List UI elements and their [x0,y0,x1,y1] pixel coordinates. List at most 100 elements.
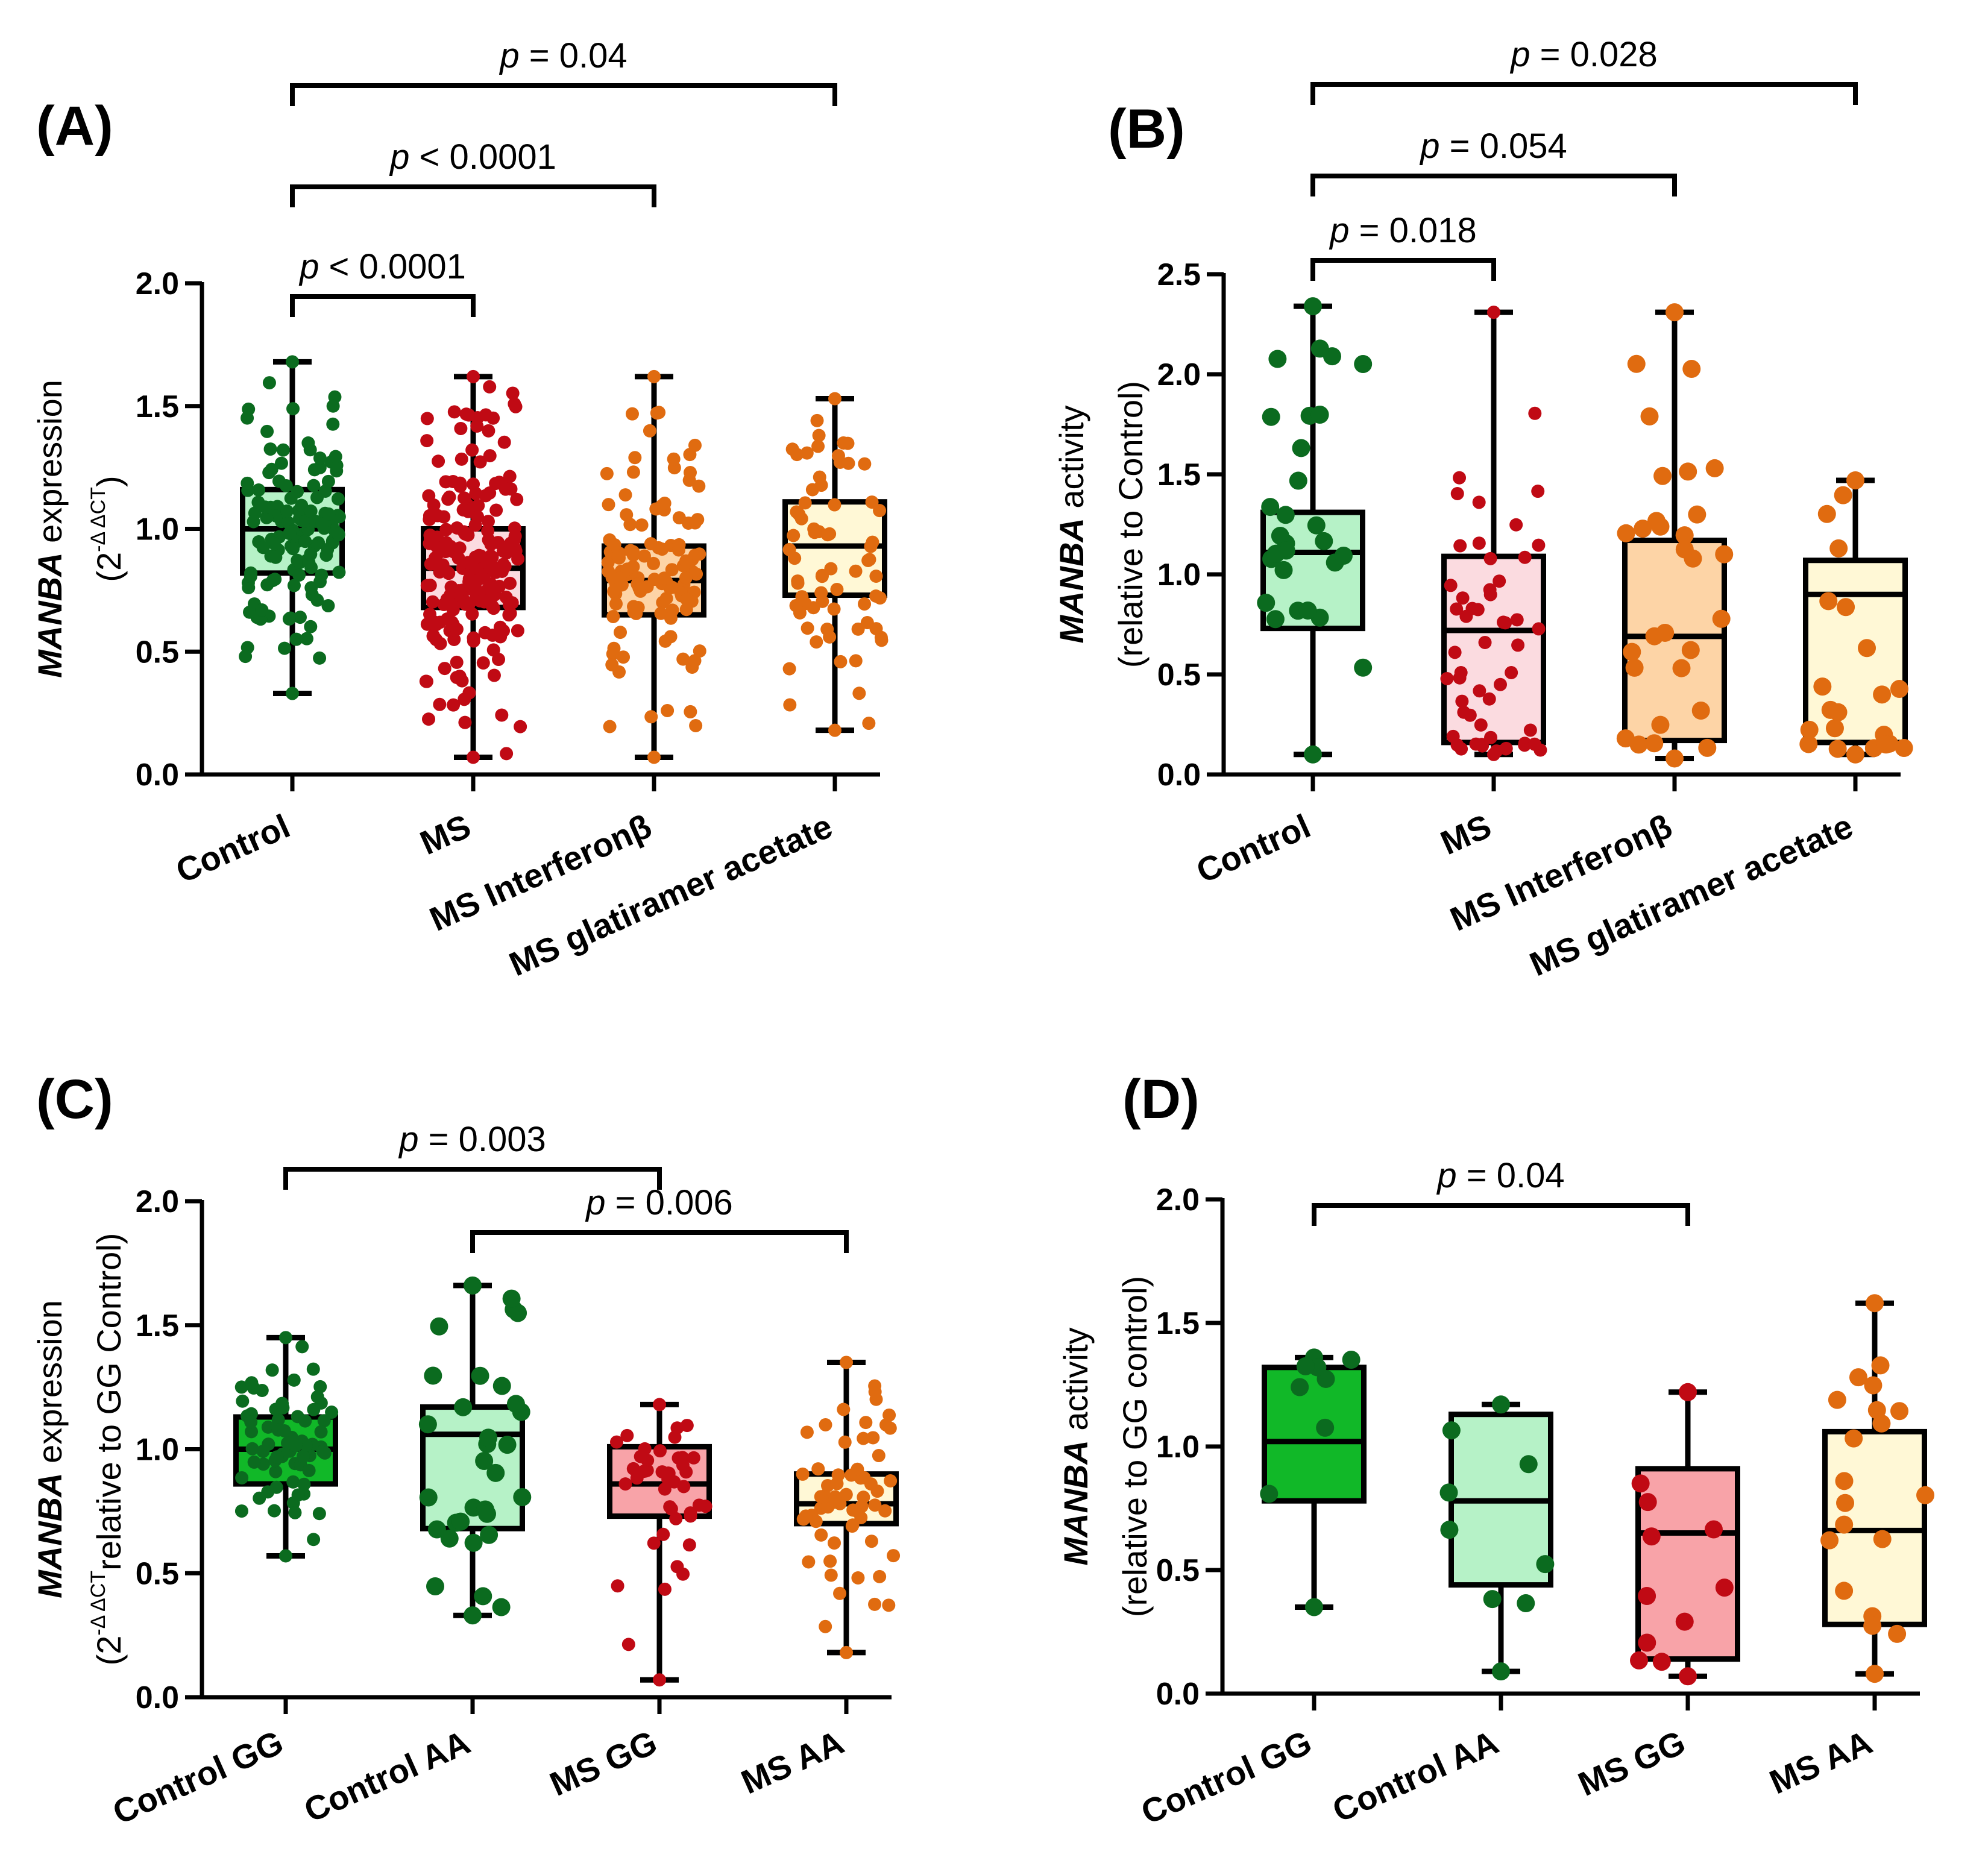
data-point [621,1638,635,1651]
y-tick-label: 1.5 [1157,457,1201,492]
data-point [830,583,844,597]
data-point [462,408,476,422]
data-point [1450,602,1464,616]
y-axis-sublabel-base: (2 [90,1636,128,1666]
data-point [299,1438,313,1452]
data-point [1483,551,1497,565]
data-point [1354,354,1373,373]
p-value-text: = 0.054 [1440,127,1567,166]
data-point [654,606,668,620]
data-point [814,1528,828,1542]
data-point [502,608,516,622]
data-point [614,626,628,639]
data-point [611,1579,624,1593]
data-point [260,510,274,524]
data-point [1276,506,1295,524]
data-point [661,1472,675,1486]
data-point [1493,677,1507,691]
data-point [787,529,801,542]
data-point [1296,1357,1315,1375]
data-point [1704,1520,1723,1539]
data-point [1672,659,1691,677]
data-point [679,554,693,568]
data-point [653,1444,667,1458]
data-point [268,1504,282,1518]
data-point [782,662,796,676]
data-point [1472,536,1486,550]
data-point [866,535,879,549]
data-point [1260,1484,1279,1503]
data-point [265,1363,279,1377]
data-point [473,455,487,469]
data-point [852,686,866,700]
box-iqr [1803,558,1908,746]
data-point [647,556,661,570]
data-point [839,1487,853,1501]
data-point [1666,303,1684,322]
data-point [476,656,490,670]
data-point [464,1533,483,1552]
data-point [831,449,845,463]
data-point [620,1428,634,1442]
data-point [830,1477,844,1490]
p-value-label: p = 0.003 [398,1120,546,1159]
data-point [462,686,476,700]
data-point [310,593,324,607]
data-point [1536,1555,1555,1574]
data-point [473,594,487,608]
data-point [811,1462,825,1476]
data-point [315,517,329,531]
data-point [1837,598,1855,617]
data-point [239,650,253,664]
data-point [279,479,293,492]
data-point [1863,1616,1882,1635]
data-point [281,1436,295,1450]
data-point [1448,646,1462,659]
data-point [296,1450,310,1463]
data-point [1316,1418,1335,1437]
data-point [611,549,625,563]
p-value-label: p = 0.006 [585,1183,733,1222]
data-point [828,392,841,406]
data-point [433,697,447,711]
data-point [670,1560,684,1574]
data-point [1455,694,1469,708]
data-point [859,1416,873,1430]
data-point [441,492,455,506]
data-point [809,1515,823,1528]
data-point [500,747,514,761]
data-point [849,1504,863,1518]
data-point [1679,1383,1697,1401]
data-point [454,1398,473,1416]
data-point [467,369,480,383]
data-point [313,575,327,589]
data-point [667,452,681,466]
panel-label: (C) [36,1069,113,1130]
data-point [509,400,523,413]
data-point [492,579,506,593]
data-point [837,1403,851,1416]
data-point [269,1480,283,1494]
data-point [424,557,438,571]
data-point [241,476,254,490]
y-tick-label: 0.0 [136,758,179,793]
data-point [1354,658,1373,677]
data-point [1836,1494,1855,1512]
p-value-symbol: p [389,137,409,177]
p-value-symbol: p [1419,127,1439,166]
data-point [1492,1395,1510,1414]
p-value-label: p = 0.04 [499,36,627,75]
data-point [1682,360,1701,379]
p-value-text: = 0.04 [520,36,628,75]
data-point [313,651,327,665]
data-point [241,411,254,425]
data-point [1627,354,1646,373]
data-point [509,544,523,558]
data-point [454,422,468,436]
data-point [1715,1578,1734,1597]
p-value-label: p < 0.0001 [389,137,556,177]
data-point [814,586,828,600]
data-point [834,655,848,668]
data-point [295,1340,309,1354]
data-point [796,1467,810,1481]
